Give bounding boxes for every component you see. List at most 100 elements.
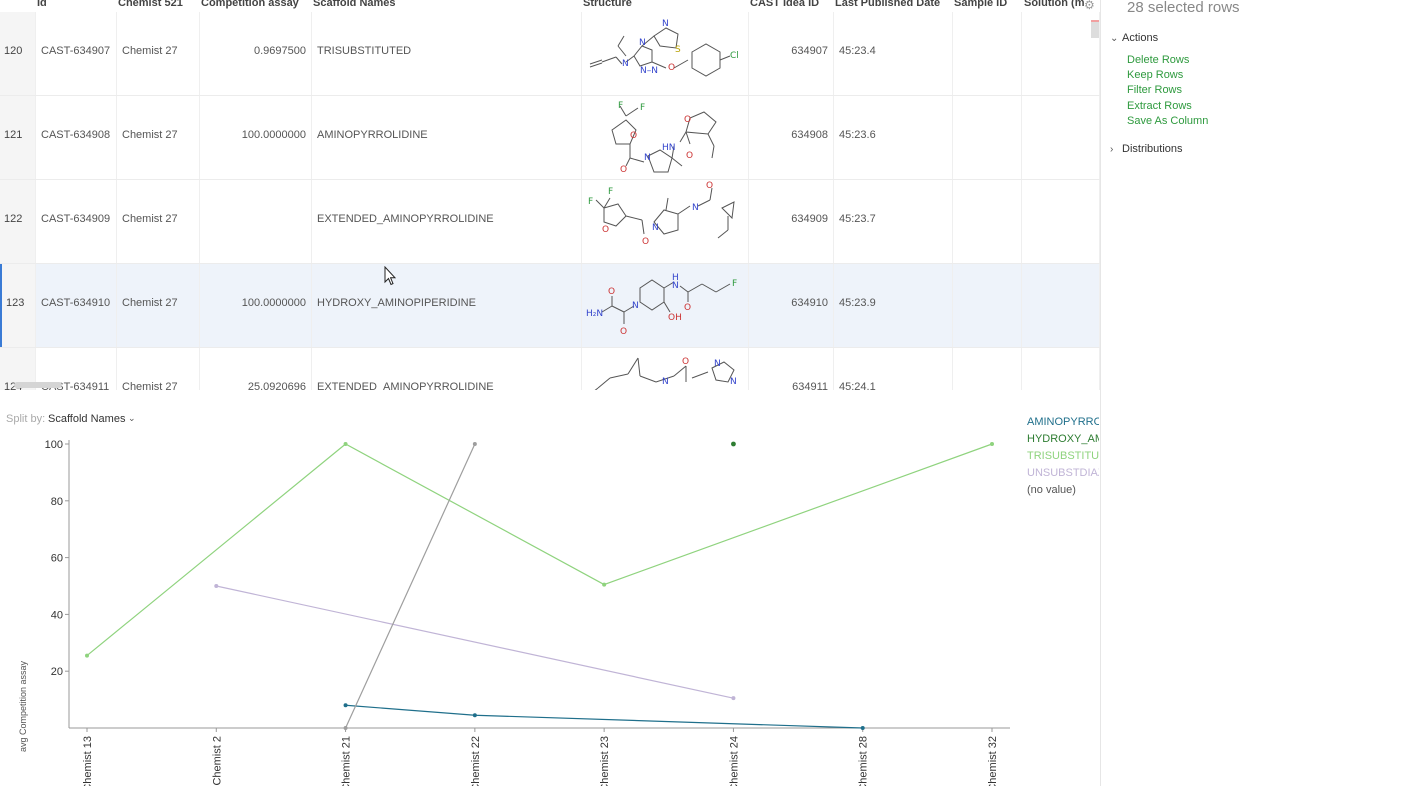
cell-sample-id [953,96,1022,179]
column-header-assay[interactable]: Competition assay [201,0,299,9]
molecule-structure: H₂N O O N OH H N O F [582,264,749,347]
x-tick-label: Chemist 22 [470,736,482,786]
save-as-column-link[interactable]: Save As Column [1127,115,1209,127]
data-grid[interactable]: Id Chemist 521 Competition assay Scaffol… [0,0,1100,390]
column-header-solution[interactable]: Solution (ma [1024,0,1084,9]
vertical-scrollbar[interactable] [1091,20,1099,38]
x-tick-label: Chemist 24 [728,736,740,786]
horizontal-scrollbar[interactable] [14,382,62,388]
x-tick-label: Chemist 32 [987,736,999,786]
series-line [345,704,863,729]
cell-id: CAST-634911 [36,348,117,390]
cell-idea-id: 634910 [749,264,834,347]
y-tick-label: 100 [45,439,63,451]
legend-item[interactable]: (no value) [1027,484,1076,496]
cell-idea-id: 634907 [749,12,834,95]
line-chart-viewer[interactable]: Split by: Scaffold Names ⌄ 20 40 60 80 100 Ch… [0,400,1100,786]
cell-scaffold: AMINOPYRROLIDINE [312,96,582,179]
chevron-down-icon[interactable]: ⌄ [128,413,136,423]
cell-sample-id [953,264,1022,347]
svg-text:N: N [692,203,699,213]
x-tick-label: Chemist 23 [599,736,611,786]
svg-text:Cl: Cl [730,51,739,61]
distributions-section-header[interactable]: › Distributions [1110,143,1183,155]
cell-solution [1022,180,1100,263]
cell-sample-id [953,180,1022,263]
row-number[interactable]: 122 [0,180,36,263]
svg-text:H₂N: H₂N [586,309,603,319]
svg-text:N: N [662,377,669,387]
legend-item[interactable]: HYDROXY_AMINOPIPERIDINE [1027,433,1099,445]
delete-rows-link[interactable]: Delete Rows [1127,54,1190,66]
table-row[interactable]: 120 CAST-634907 Chemist 27 0.9697500 TRI… [0,12,1100,96]
cell-chemist: Chemist 27 [117,264,200,347]
data-point [85,653,89,658]
row-number[interactable]: 123 [0,264,36,347]
row-number[interactable]: 120 [0,12,36,95]
legend-item[interactable]: TRISUBSTITUTED [1027,450,1099,462]
cell-scaffold: EXTENDED_AMINOPYRROLIDINE [312,180,582,263]
cell-id: CAST-634908 [36,96,117,179]
svg-text:O: O [630,131,637,141]
svg-text:O: O [684,115,691,125]
row-number[interactable]: 121 [0,96,36,179]
column-header-chemist[interactable]: Chemist 521 [118,0,183,9]
svg-text:N: N [672,281,679,291]
svg-text:N: N [662,19,669,29]
table-row-selected[interactable]: 123 CAST-634910 Chemist 27 100.0000000 H… [0,264,1100,348]
data-point [343,442,348,446]
data-point [602,582,607,587]
svg-text:O: O [620,327,627,337]
column-header-scaffold[interactable]: Scaffold Names [313,0,396,9]
table-row[interactable]: 124 CAST-634911 Chemist 27 25.0920696 EX… [0,348,1100,390]
svg-text:F: F [608,187,613,197]
data-point [731,696,736,701]
svg-text:F: F [588,197,593,207]
data-point [472,442,477,446]
cell-assay [200,180,312,263]
cell-solution [1022,96,1100,179]
actions-section-header[interactable]: ⌄ Actions [1110,32,1158,44]
cell-idea-id: 634911 [749,348,834,390]
line-chart[interactable]: 20 40 60 80 100 Chemist 13 Chemist 2 Chemist 21… [0,400,1015,786]
column-header-date[interactable]: Last Published Date [835,0,941,9]
data-point [343,703,348,708]
svg-text:O: O [642,237,649,247]
context-panel: 28 selected rows ⌄ Actions Delete Rows Ke… [1100,0,1401,786]
distributions-label: Distributions [1122,143,1183,155]
cell-solution [1022,348,1100,390]
data-point [860,726,865,730]
split-by-label: Split by: [6,413,46,425]
svg-text:S: S [675,45,681,55]
cell-assay: 100.0000000 [200,264,312,347]
split-by-selector[interactable]: Scaffold Names [48,413,126,425]
actions-label: Actions [1122,32,1159,44]
series-line [216,585,734,699]
filter-rows-link[interactable]: Filter Rows [1127,84,1183,96]
x-tick-label: Chemist 28 [858,736,870,786]
column-header-sample-id[interactable]: Sample ID [954,0,1008,9]
column-header-idea-id[interactable]: CAST Idea ID [750,0,820,9]
svg-text:O: O [682,357,689,367]
cell-idea-id: 634909 [749,180,834,263]
keep-rows-link[interactable]: Keep Rows [1127,69,1184,81]
svg-text:O: O [684,303,691,313]
legend-item[interactable]: UNSUBSTDIAZ [1027,467,1099,479]
legend-item[interactable]: AMINOPYRROLIDINE [1027,416,1099,428]
svg-text:HN: HN [662,143,676,153]
table-row[interactable]: 121 CAST-634908 Chemist 27 100.0000000 A… [0,96,1100,180]
svg-text:N: N [644,153,651,163]
table-row[interactable]: 122 CAST-634909 Chemist 27 EXTENDED_AMIN… [0,180,1100,264]
column-header-id[interactable]: Id [37,0,47,9]
column-header-structure[interactable]: Structure [583,0,632,9]
extract-rows-link[interactable]: Extract Rows [1127,100,1192,112]
data-point [731,441,736,447]
gear-icon[interactable]: ⚙ [1084,0,1095,12]
cell-chemist: Chemist 27 [117,348,200,390]
chevron-right-icon: › [1110,144,1114,155]
cell-date: 45:23.4 [834,12,953,95]
grid-header: Id Chemist 521 Competition assay Scaffol… [0,0,1100,12]
